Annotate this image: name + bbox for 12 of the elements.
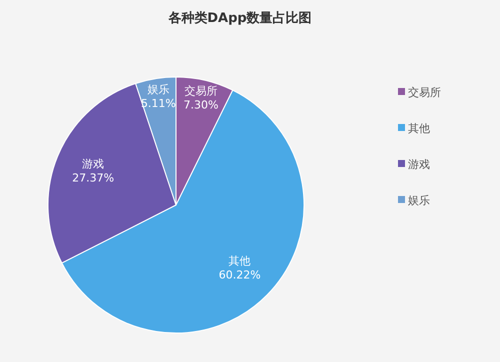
legend-label: 游戏 <box>408 158 430 171</box>
legend-label: 交易所 <box>408 86 441 99</box>
data-label: 27.37% <box>72 171 114 184</box>
data-label: 7.30% <box>184 98 218 112</box>
legend-label: 娱乐 <box>408 194 430 207</box>
slice-label: 游戏 <box>82 158 104 171</box>
chart-title: 各种类DApp数量占比图 <box>167 11 312 26</box>
slice-label: 娱乐 <box>147 83 170 96</box>
data-label: 60.22% <box>218 268 261 282</box>
slice-label: 交易所 <box>184 84 218 98</box>
legend-label: 其他 <box>408 122 430 135</box>
slice-label: 其他 <box>228 254 251 268</box>
